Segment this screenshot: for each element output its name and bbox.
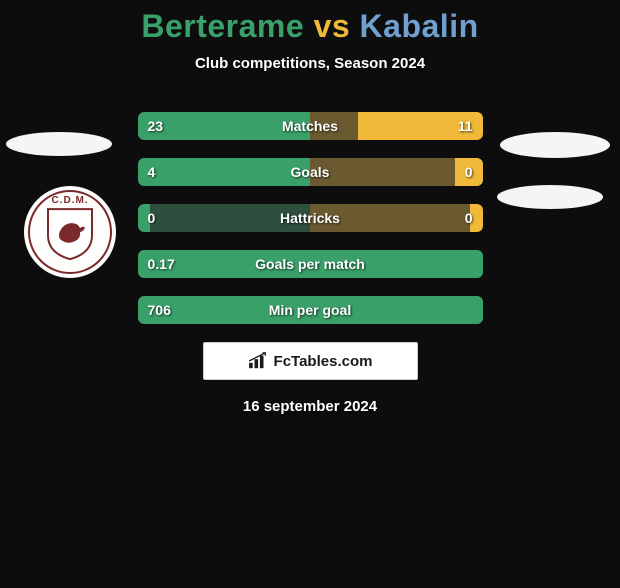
stat-value-right: 11 <box>458 118 473 134</box>
attribution-text: FcTables.com <box>274 353 373 370</box>
stat-label: Hattricks <box>280 210 340 226</box>
stat-row: Matches 23 11 <box>138 112 483 140</box>
bar-left <box>138 158 311 186</box>
stat-label: Goals per match <box>255 256 365 272</box>
stats-area: Matches 23 11 Goals 4 0 Hattricks 0 0 Goals per m… <box>138 112 483 324</box>
stat-value-left: 23 <box>148 118 164 134</box>
stat-row: Goals 4 0 <box>138 158 483 186</box>
stat-value-left: 4 <box>148 164 156 180</box>
stat-value-left: 0 <box>148 210 156 226</box>
title-player2: Kabalin <box>360 8 479 44</box>
stat-value-right: 0 <box>465 164 473 180</box>
decorative-ellipse <box>500 132 610 158</box>
badge-shield-icon <box>44 205 96 261</box>
subtitle: Club competitions, Season 2024 <box>0 55 620 72</box>
club-badge: C.D.M. <box>24 186 116 278</box>
date-text: 16 september 2024 <box>0 398 620 415</box>
stat-label: Goals <box>291 164 330 180</box>
stat-row: Hattricks 0 0 <box>138 204 483 232</box>
stat-row: Goals per match 0.17 <box>138 250 483 278</box>
decorative-ellipse <box>6 132 112 156</box>
stat-value-left: 706 <box>148 302 171 318</box>
bar-chart-icon <box>248 352 270 370</box>
decorative-ellipse <box>497 185 603 209</box>
title-vs: vs <box>314 8 360 44</box>
title-player1: Berterame <box>141 8 304 44</box>
stat-value-left: 0.17 <box>148 256 175 272</box>
page-title: Berterame vs Kabalin Berterame vs Kabali… <box>0 8 620 45</box>
stat-value-right: 0 <box>465 210 473 226</box>
stat-label: Min per goal <box>269 302 351 318</box>
attribution-box: FcTables.com <box>203 342 418 380</box>
stat-row: Min per goal 706 <box>138 296 483 324</box>
stat-label: Matches <box>282 118 338 134</box>
